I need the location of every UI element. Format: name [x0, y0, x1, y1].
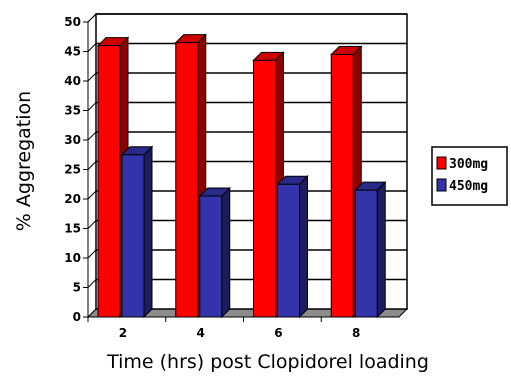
legend-swatch [436, 156, 447, 170]
bar-front [277, 183, 300, 318]
gridline-side [87, 131, 97, 141]
gridline-side [87, 72, 97, 82]
y-tick-label: 45 [64, 45, 81, 59]
bar-450mg-8 [354, 180, 387, 319]
x-axis-ticks: 2 4 6 8 [87, 316, 399, 340]
y-tick-label: 30 [64, 133, 81, 147]
y-tick-label: 15 [64, 222, 81, 236]
x-tick-label: 2 [119, 326, 127, 340]
bar-front [199, 195, 223, 318]
x-tick-label: 6 [274, 326, 282, 340]
y-tick-label: 0 [73, 310, 81, 324]
bar-side [299, 175, 308, 319]
bars [96, 33, 387, 319]
legend-label: 300mg [449, 157, 488, 172]
legend-label: 450mg [449, 179, 488, 194]
y-tick-label: 20 [64, 192, 81, 206]
gridline-side [87, 13, 97, 23]
bar-front [354, 189, 378, 318]
y-tick-label: 10 [64, 251, 81, 265]
gridline-side [87, 102, 97, 111]
bar-front [330, 53, 354, 318]
bar-front [175, 42, 199, 318]
x-tick-label: 8 [352, 326, 360, 340]
bar-side [376, 180, 386, 319]
gridline-side [87, 279, 97, 288]
gridline-side [87, 43, 97, 52]
gridline-side [87, 161, 97, 170]
x-axis-title: Time (hrs) post Clopidorel loading [106, 351, 429, 373]
bar-450mg-4 [198, 186, 231, 319]
legend: 300mg 450mg [431, 146, 508, 206]
gridline-side [87, 190, 97, 200]
bar-front [253, 59, 276, 318]
legend-swatch [436, 178, 447, 192]
y-tick-label: 50 [64, 15, 81, 29]
legend-box [431, 146, 508, 206]
bar-side [221, 186, 231, 319]
y-axis-ticks: 0 5 10 15 20 25 30 35 40 45 50 [64, 15, 89, 324]
y-tick-label: 5 [73, 281, 81, 295]
bar-front [121, 154, 145, 318]
gridline-side [87, 249, 97, 259]
y-axis-title: % Aggregation [13, 91, 35, 231]
bar-side [143, 145, 153, 319]
gridline-side [87, 220, 97, 229]
y-tick-label: 25 [64, 163, 81, 177]
y-tick-label: 35 [64, 104, 81, 118]
bar-450mg-6 [276, 175, 309, 319]
legend-item-300mg: 300mg [436, 156, 488, 172]
legend-item-450mg: 450mg [436, 178, 488, 194]
x-tick-label: 4 [196, 326, 204, 340]
bar-450mg-2 [120, 145, 154, 319]
bar-front [97, 45, 121, 318]
y-tick-label: 40 [64, 74, 81, 88]
